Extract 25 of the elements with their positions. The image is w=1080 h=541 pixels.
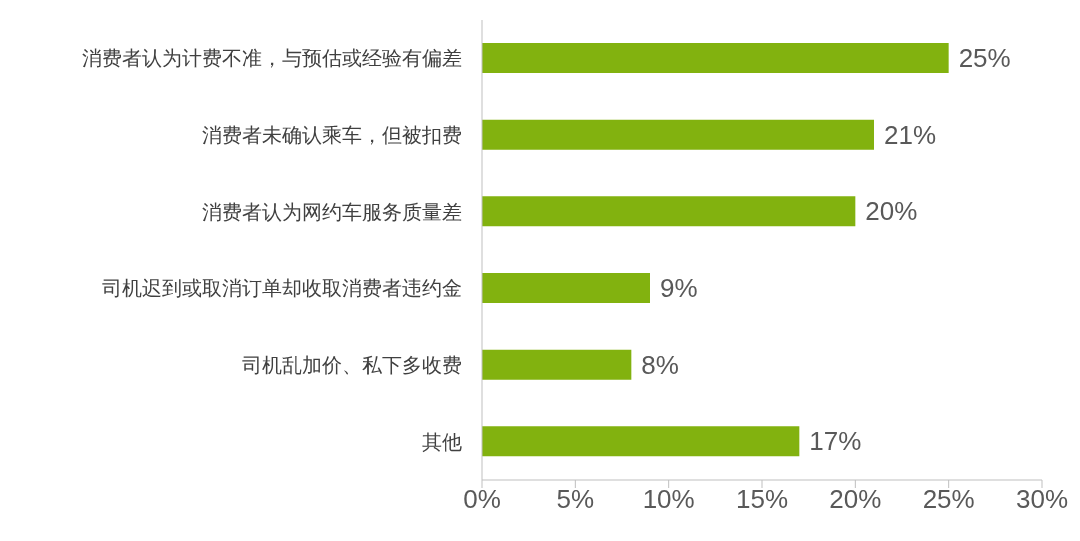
data-label: 17% — [809, 426, 862, 457]
data-label: 21% — [884, 119, 937, 150]
x-tick-label: 25% — [922, 484, 975, 515]
y-tick-label: 其他 — [422, 430, 462, 453]
x-tick-label: 10% — [642, 484, 695, 515]
data-label: 9% — [660, 273, 698, 304]
data-label: 25% — [958, 43, 1011, 74]
bar — [482, 119, 874, 150]
y-tick-label: 消费者认为网约车服务质量差 — [202, 200, 462, 223]
data-label: 20% — [865, 196, 918, 227]
y-tick-label: 司机迟到或取消订单却收取消费者违约金 — [102, 277, 462, 300]
bar — [482, 43, 949, 73]
bar — [482, 196, 856, 227]
x-tick-label: 30% — [1015, 484, 1069, 515]
bar — [482, 349, 632, 380]
data-label: 8% — [641, 349, 679, 380]
y-tick-label: 司机乱加价、私下多收费 — [242, 354, 462, 377]
y-tick-label: 消费者未确认乘车，但被扣费 — [202, 124, 462, 147]
y-tick-label: 消费者认为计费不准，与预估或经验有偏差 — [82, 47, 462, 70]
bar — [482, 426, 800, 457]
x-tick-label: 0% — [463, 484, 501, 515]
bar — [482, 273, 650, 303]
x-tick-label: 20% — [829, 484, 882, 515]
x-tick-label: 5% — [556, 484, 595, 515]
x-tick-label: 15% — [735, 484, 789, 515]
